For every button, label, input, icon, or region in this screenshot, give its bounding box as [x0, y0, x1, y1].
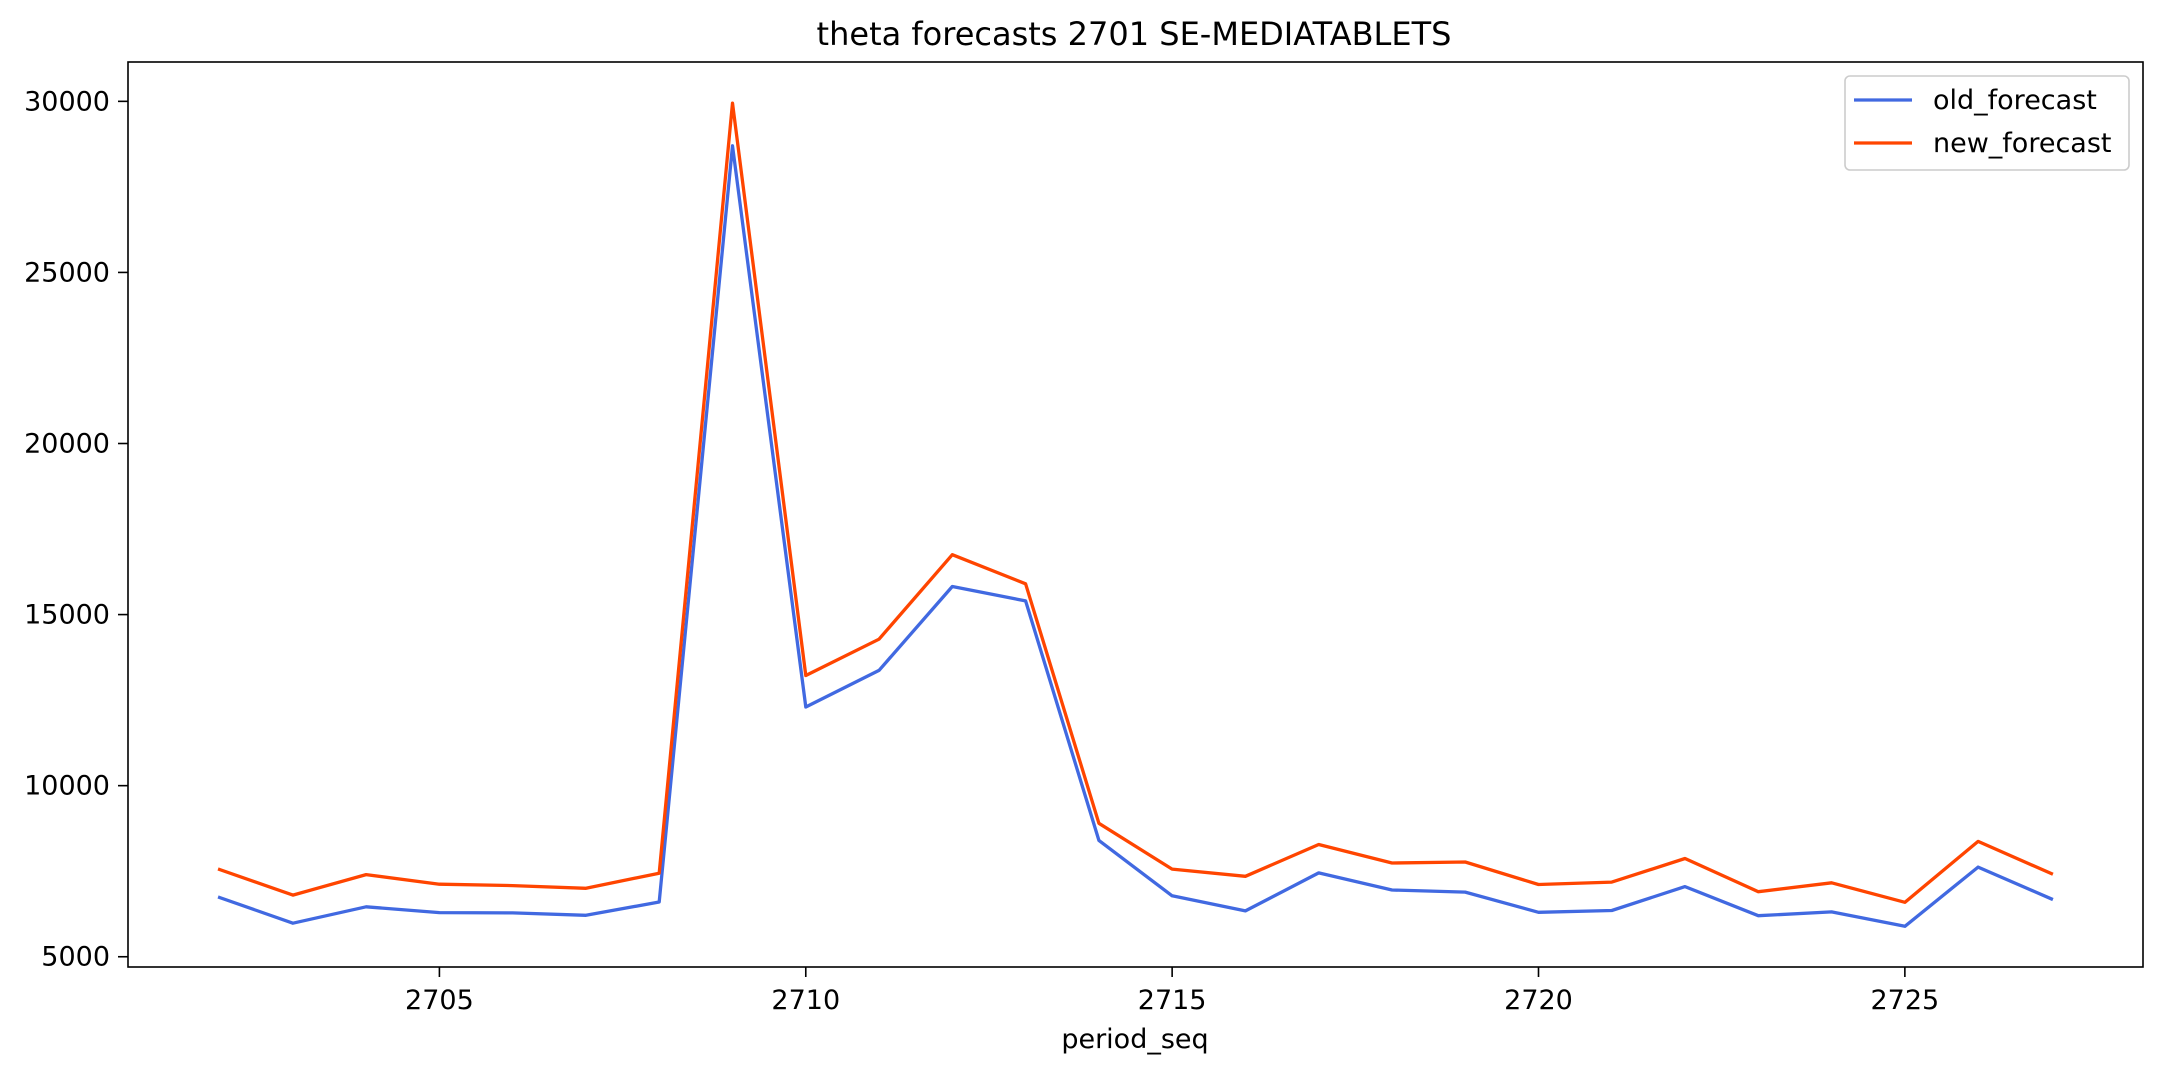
- x-axis-title: period_seq: [1061, 1024, 1208, 1055]
- x-tick-label: 2725: [1871, 985, 1940, 1016]
- series-line-new_forecast: [217, 101, 2054, 904]
- plot-frame: [127, 61, 2144, 968]
- y-tick-label: 30000: [24, 86, 110, 117]
- y-tick-label: 20000: [24, 429, 110, 460]
- y-axis: 5000 10000 15000 20000 25000 30000: [24, 86, 128, 973]
- x-tick-label: 2710: [771, 985, 840, 1016]
- x-axis: 2705 2710 2715 2720 2725: [405, 967, 1939, 1016]
- legend-box: [1844, 75, 2130, 171]
- series-line-old_forecast: [217, 144, 2054, 928]
- y-tick-label: 10000: [24, 771, 110, 802]
- legend: old_forecast new_forecast: [1844, 75, 2130, 171]
- y-tick-label: 5000: [41, 942, 110, 973]
- x-tick-label: 2720: [1504, 985, 1573, 1016]
- x-tick-label: 2705: [405, 985, 474, 1016]
- y-tick-label: 25000: [24, 257, 110, 288]
- x-tick-label: 2715: [1138, 985, 1207, 1016]
- legend-label-old_forecast: old_forecast: [1933, 85, 2097, 116]
- y-tick-label: 15000: [24, 600, 110, 631]
- legend-label-new_forecast: new_forecast: [1933, 128, 2112, 159]
- chart-title: theta forecasts 2701 SE-MEDIATABLETS: [817, 15, 1452, 53]
- series-layer: [217, 101, 2054, 928]
